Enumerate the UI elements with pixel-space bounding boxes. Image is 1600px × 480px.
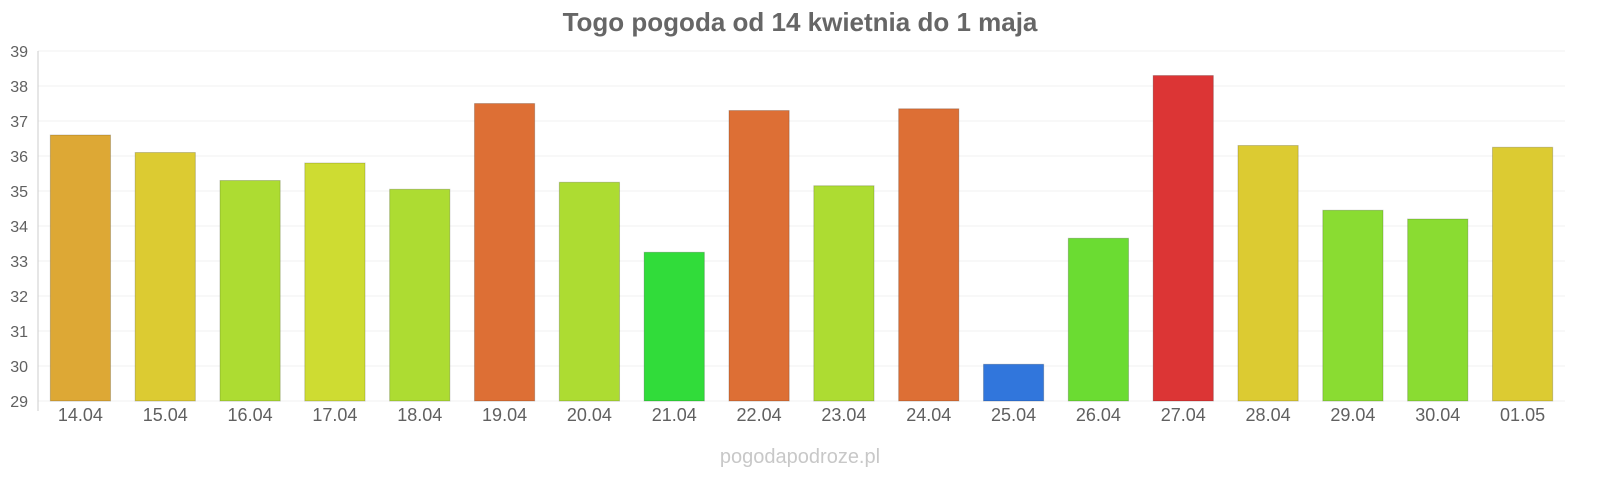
bar-01.05 [1491,146,1554,402]
y-axis-ticks: 29 30 31 32 33 34 35 36 37 38 39 [10,44,28,411]
y-tick-label: 29 [10,394,28,411]
x-axis-ticks: 14.04 15.04 16.04 17.04 18.04 19.04 20.04 21.04… [58,405,1545,425]
y-tick-label: 35 [10,184,28,201]
x-tick-label: 01.05 [1500,405,1545,425]
x-tick-label: 14.04 [58,405,103,425]
x-tick-label: 21.04 [652,405,697,425]
bars [49,75,1554,402]
y-tick-label: 30 [10,359,28,376]
credit-text: pogodapodroze.pl [720,446,880,468]
x-tick-label: 20.04 [567,405,612,425]
x-tick-label: 15.04 [143,405,188,425]
x-tick-label: 23.04 [821,405,866,425]
gridlines [38,50,1565,402]
bar-26.04 [1067,237,1130,402]
bar-16.04 [219,180,281,402]
bar-14.04 [49,134,112,402]
y-tick-label: 36 [10,149,28,166]
x-tick-label: 22.04 [737,405,782,425]
chart-title: Togo pogoda od 14 kwietnia do 1 maja [563,7,1038,37]
x-tick-label: 28.04 [1246,405,1291,425]
bar-23.04 [813,185,875,402]
x-tick-label: 27.04 [1161,405,1206,425]
x-tick-label: 30.04 [1415,405,1460,425]
bar-19.04 [473,103,536,402]
bar-25.04 [982,363,1045,402]
bar-30.04 [1407,218,1469,402]
y-tick-label: 38 [10,79,28,96]
y-tick-label: 31 [10,324,28,341]
y-tick-label: 32 [10,289,28,306]
bar-15.04 [134,152,196,402]
x-tick-label: 29.04 [1330,405,1375,425]
x-tick-label: 19.04 [482,405,527,425]
bar-18.04 [389,188,451,402]
bar-24.04 [898,108,960,402]
y-tick-label: 33 [10,254,28,271]
x-tick-label: 25.04 [991,405,1036,425]
x-tick-label: 24.04 [906,405,951,425]
bar-29.04 [1322,209,1384,402]
bar-21.04 [643,251,705,402]
y-tick-label: 39 [10,44,28,61]
x-tick-label: 16.04 [228,405,273,425]
x-tick-label: 18.04 [397,405,442,425]
bar-22.04 [728,110,790,402]
x-tick-label: 26.04 [1076,405,1121,425]
bar-27.04 [1152,75,1214,402]
y-tick-label: 37 [10,114,28,131]
bar-20.04 [558,181,621,402]
bar-17.04 [304,162,366,402]
bar-28.04 [1237,145,1299,402]
x-tick-label: 17.04 [312,405,357,425]
y-tick-label: 34 [10,219,28,236]
